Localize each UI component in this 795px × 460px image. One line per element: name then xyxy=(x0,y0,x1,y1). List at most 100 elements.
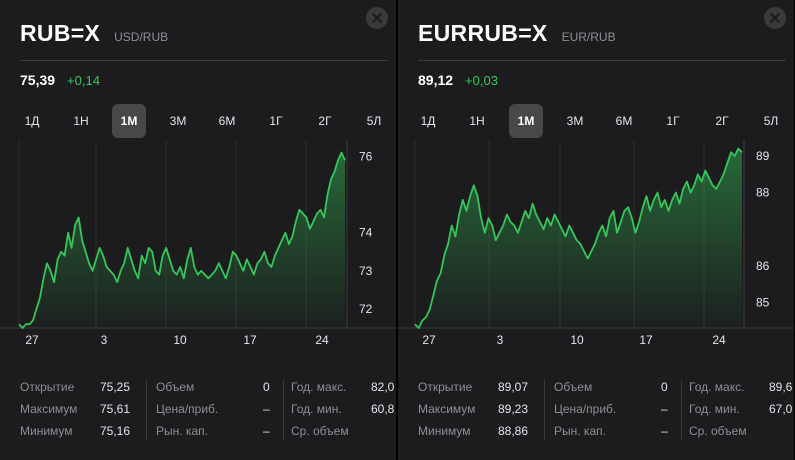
stats-separator xyxy=(283,380,284,440)
stats-separator xyxy=(146,380,147,440)
stat-row: Минимум 88,86 Рын. кап. – Ср. объем xyxy=(418,424,794,442)
price-chart[interactable]: 72 73 74 76 27 3 10 17 24 xyxy=(0,140,396,350)
y-tick-label: 89 xyxy=(756,149,770,163)
tab-1y[interactable]: 1Г xyxy=(666,114,680,128)
tab-3m[interactable]: 3М xyxy=(566,114,584,128)
tab-5y[interactable]: 5Л xyxy=(763,114,779,128)
pe-label: Цена/приб. xyxy=(554,402,617,416)
tab-6m[interactable]: 6М xyxy=(218,114,236,128)
close-button[interactable] xyxy=(764,7,786,29)
range-tabs: 1Д 1Н 1М 3М 6М 1Г 2Г 5Л xyxy=(398,104,794,138)
avg-volume-label: Ср. объем xyxy=(689,424,747,438)
tab-2y[interactable]: 2Г xyxy=(715,114,729,128)
y-tick-label: 73 xyxy=(359,264,373,278)
x-tick-label: 17 xyxy=(243,333,257,347)
tab-1m[interactable]: 1М xyxy=(112,104,146,138)
volume-value: 0 xyxy=(263,380,270,394)
open-label: Открытие xyxy=(20,380,75,394)
close-icon xyxy=(372,13,382,23)
y-tick-label: 76 xyxy=(359,149,373,163)
tab-1w[interactable]: 1Н xyxy=(469,114,485,128)
range-tabs: 1Д 1Н 1М 3М 6М 1Г 2Г 5Л xyxy=(0,104,396,138)
close-button[interactable] xyxy=(366,7,388,29)
market-cap-label: Рын. кап. xyxy=(156,424,208,438)
avg-volume-label: Ср. объем xyxy=(291,424,349,438)
divider xyxy=(20,60,388,61)
tab-2y[interactable]: 2Г xyxy=(318,114,332,128)
x-tick-label: 24 xyxy=(315,333,329,347)
y-tick-label: 74 xyxy=(359,226,373,240)
high-value: 75,61 xyxy=(100,402,131,416)
volume-label: Объем xyxy=(554,380,593,394)
x-tick-label: 3 xyxy=(101,333,108,347)
ticker-pair: USD/RUB xyxy=(114,30,169,44)
stat-row: Открытие 89,07 Объем 0 Год. макс. 89,6 xyxy=(418,380,794,398)
tab-5y[interactable]: 5Л xyxy=(366,114,382,128)
tab-3m[interactable]: 3М xyxy=(169,114,187,128)
panel-header: RUB=X USD/RUB xyxy=(20,20,168,47)
stat-row: Максимум 89,23 Цена/приб. – Год. мин. 67… xyxy=(418,402,794,420)
x-tick-label: 3 xyxy=(497,333,504,347)
volume-value: 0 xyxy=(661,380,668,394)
price-row: 89,12 +0,03 xyxy=(418,72,498,88)
high-value: 89,23 xyxy=(498,402,529,416)
pe-label: Цена/приб. xyxy=(156,402,219,416)
price-chart[interactable]: 85 86 88 89 27 3 10 17 24 xyxy=(398,140,794,350)
year-low-label: Год. мин. xyxy=(291,402,342,416)
ticker-symbol: EURRUB=X xyxy=(418,20,548,46)
ticker-pair: EUR/RUB xyxy=(561,30,616,44)
y-tick-label: 88 xyxy=(756,186,770,200)
stat-row: Минимум 75,16 Рын. кап. – Ср. объем xyxy=(20,424,396,442)
price-line xyxy=(18,151,346,329)
ticker-symbol: RUB=X xyxy=(20,20,101,46)
low-value: 75,16 xyxy=(100,424,131,438)
year-high-label: Год. макс. xyxy=(291,380,347,394)
price-change: +0,14 xyxy=(67,73,100,88)
low-label: Минимум xyxy=(418,424,471,438)
market-cap-value: – xyxy=(263,424,270,438)
year-low-value: 60,8 xyxy=(371,402,395,416)
year-low-value: 67,0 xyxy=(769,402,793,416)
pe-value: – xyxy=(263,402,270,416)
pe-value: – xyxy=(661,402,668,416)
current-price: 89,12 xyxy=(418,72,454,88)
stats-separator xyxy=(681,380,682,440)
close-icon xyxy=(770,13,780,23)
tab-1d[interactable]: 1Д xyxy=(24,114,40,128)
year-high-value: 82,0 xyxy=(371,380,395,394)
tab-1y[interactable]: 1Г xyxy=(269,114,283,128)
year-high-label: Год. макс. xyxy=(689,380,745,394)
y-tick-label: 72 xyxy=(359,302,373,316)
x-tick-label: 27 xyxy=(422,333,436,347)
stat-row: Максимум 75,61 Цена/приб. – Год. мин. 60… xyxy=(20,402,396,420)
tab-1d[interactable]: 1Д xyxy=(420,114,436,128)
divider xyxy=(418,60,786,61)
stat-row: Открытие 75,25 Объем 0 Год. макс. 82,0 xyxy=(20,380,396,398)
x-tick-label: 27 xyxy=(25,333,39,347)
open-label: Открытие xyxy=(418,380,473,394)
low-value: 88,86 xyxy=(498,424,529,438)
y-tick-label: 85 xyxy=(756,295,770,309)
year-low-label: Год. мин. xyxy=(689,402,740,416)
low-label: Минимум xyxy=(20,424,73,438)
price-line xyxy=(414,147,743,329)
x-tick-label: 17 xyxy=(639,333,653,347)
price-area xyxy=(415,148,742,328)
price-area xyxy=(19,152,345,328)
tab-1w[interactable]: 1Н xyxy=(73,114,89,128)
tab-1m[interactable]: 1М xyxy=(509,104,543,138)
price-row: 75,39 +0,14 xyxy=(20,72,100,88)
year-high-value: 89,6 xyxy=(769,380,793,394)
x-tick-label: 24 xyxy=(712,333,726,347)
open-value: 75,25 xyxy=(100,380,131,394)
panel-header: EURRUB=X EUR/RUB xyxy=(418,20,616,47)
price-change: +0,03 xyxy=(465,73,498,88)
tab-6m[interactable]: 6М xyxy=(615,114,633,128)
high-label: Максимум xyxy=(20,402,78,416)
x-tick-label: 10 xyxy=(570,333,584,347)
current-price: 75,39 xyxy=(20,72,56,88)
ticker-panel-rub: RUB=X USD/RUB 75,39 +0,14 1Д 1Н 1М 3М 6М… xyxy=(0,0,396,460)
x-tick-label: 10 xyxy=(173,333,187,347)
open-value: 89,07 xyxy=(498,380,529,394)
stats-separator xyxy=(544,380,545,440)
